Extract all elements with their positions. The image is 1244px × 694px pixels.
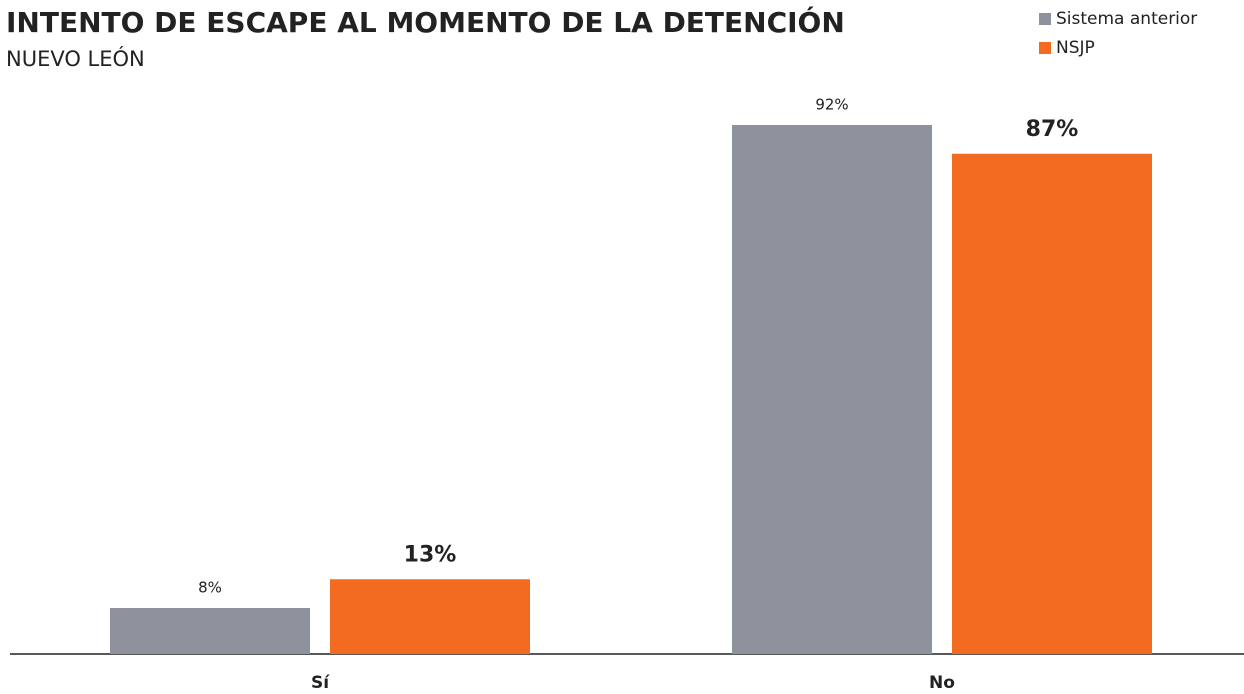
data-label: 92% (815, 96, 848, 114)
bar (732, 125, 932, 654)
legend-swatch (1039, 42, 1051, 54)
x-tick-label: Sí (311, 673, 330, 693)
data-label: 8% (198, 579, 222, 597)
bar (952, 153, 1152, 654)
legend-label: NSJP (1056, 38, 1095, 58)
legend-label: Sistema anterior (1056, 9, 1197, 29)
bar (330, 579, 530, 654)
legend-swatch (1039, 13, 1051, 25)
chart-title: INTENTO DE ESCAPE AL MOMENTO DE LA DETEN… (6, 5, 845, 39)
x-tick-label: No (929, 673, 955, 693)
bar (110, 608, 310, 654)
chart-subtitle: NUEVO LEÓN (6, 46, 145, 71)
data-label: 87% (1026, 117, 1079, 142)
data-label: 13% (404, 542, 457, 567)
